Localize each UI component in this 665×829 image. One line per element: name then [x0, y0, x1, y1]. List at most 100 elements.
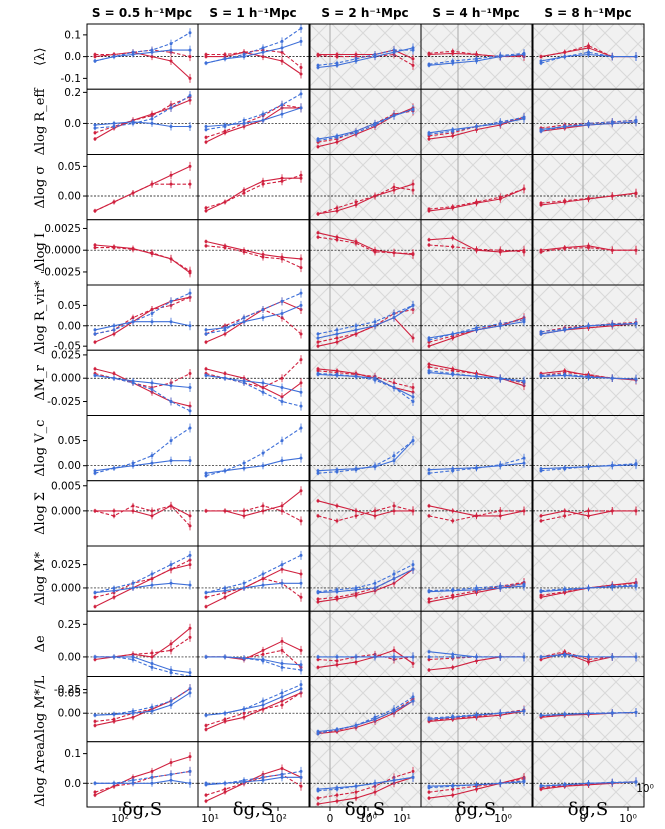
- data-point: [451, 793, 455, 797]
- series-line: [94, 692, 191, 716]
- series-line: [205, 292, 302, 335]
- series-line: [317, 183, 414, 215]
- data-point: [242, 118, 246, 122]
- panel-background: [421, 611, 532, 677]
- data-point: [451, 784, 455, 788]
- panel-background: [533, 676, 644, 742]
- data-point: [316, 139, 320, 143]
- series-blue-dashed: [93, 766, 192, 786]
- series-line: [205, 174, 302, 209]
- data-point: [261, 707, 265, 711]
- data-point: [204, 591, 208, 595]
- y-tick-label-row-4-3: -0.0025: [40, 266, 81, 278]
- data-point: [131, 509, 135, 513]
- data-point: [188, 48, 192, 52]
- data-point: [539, 61, 543, 65]
- data-point: [451, 369, 455, 373]
- panel-r12-c1: [86, 741, 199, 808]
- data-point: [392, 312, 396, 316]
- data-point: [93, 328, 97, 332]
- data-point: [335, 340, 339, 344]
- panel-r5-c4: [420, 284, 533, 351]
- series-red-dashed: [539, 244, 638, 255]
- panel-r4-c4: [420, 219, 533, 286]
- data-point: [299, 572, 303, 576]
- series-line: [94, 99, 191, 140]
- data-point: [539, 373, 543, 377]
- data-point: [411, 655, 415, 659]
- data-point: [539, 713, 543, 717]
- data-point: [427, 243, 431, 247]
- data-point: [169, 703, 173, 707]
- data-point: [392, 707, 396, 711]
- series-line: [205, 767, 302, 802]
- data-point: [299, 775, 303, 779]
- series-line: [428, 116, 525, 135]
- panel-r2-c5: [532, 88, 645, 155]
- series-red-dashed: [204, 243, 303, 273]
- panel-r10-c1: [86, 610, 199, 681]
- series-line: [540, 655, 636, 658]
- data-point: [242, 125, 246, 129]
- data-point: [242, 778, 246, 782]
- data-point: [93, 595, 97, 599]
- data-point: [335, 519, 339, 523]
- data-point: [204, 140, 208, 144]
- panel-r7-c2: [197, 415, 310, 482]
- series-line: [205, 427, 302, 477]
- series-blue-dashed: [316, 300, 415, 336]
- y-tick-label-row-3-2: 0.00: [58, 191, 81, 203]
- data-point: [93, 781, 97, 785]
- data-point: [280, 316, 284, 320]
- data-point: [280, 386, 284, 390]
- data-point: [112, 509, 116, 513]
- data-point: [299, 26, 303, 30]
- series-line: [94, 95, 191, 129]
- data-point: [451, 787, 455, 791]
- data-point: [204, 340, 208, 344]
- data-point: [242, 381, 246, 385]
- panel-background: [87, 89, 198, 155]
- x-axis-extra-tick: 10⁰: [636, 783, 654, 795]
- series-line: [94, 49, 190, 62]
- series-line: [206, 770, 302, 784]
- data-point: [223, 200, 227, 204]
- data-point: [427, 471, 431, 475]
- panel-r6-c5: [532, 349, 645, 416]
- series-line: [317, 47, 414, 69]
- series-line: [94, 321, 191, 331]
- data-point: [522, 461, 526, 465]
- data-point: [498, 248, 502, 252]
- series-blue-dashed: [93, 423, 192, 476]
- data-point: [522, 318, 526, 322]
- data-point: [299, 257, 303, 261]
- data-point: [93, 713, 97, 717]
- series-line: [205, 776, 301, 786]
- data-point: [354, 374, 358, 378]
- series-blue-dashed: [539, 580, 638, 593]
- data-point: [587, 465, 590, 469]
- data-point: [169, 299, 173, 303]
- data-point: [427, 650, 431, 654]
- data-point: [539, 589, 543, 593]
- series-line: [317, 776, 414, 805]
- series-blue-dashed: [93, 288, 192, 336]
- y-tick-label-row-1-2: 0.0: [64, 51, 81, 63]
- data-point: [93, 591, 97, 595]
- data-point: [634, 248, 638, 252]
- data-point: [610, 55, 614, 59]
- series-line: [205, 457, 302, 474]
- data-point: [188, 558, 192, 562]
- data-point: [112, 712, 116, 716]
- data-point: [242, 250, 246, 254]
- y-tick-label-row-12-1: 0.1: [64, 748, 81, 760]
- y-tick-label-row-4-2: 0.0000: [44, 245, 81, 257]
- data-point: [131, 381, 135, 385]
- series-blue-dashed: [204, 550, 303, 595]
- data-point: [188, 563, 192, 567]
- data-point: [316, 235, 320, 239]
- series-blue-dashed: [204, 423, 303, 478]
- data-point: [169, 778, 173, 782]
- data-point: [451, 588, 455, 592]
- data-point: [427, 468, 431, 472]
